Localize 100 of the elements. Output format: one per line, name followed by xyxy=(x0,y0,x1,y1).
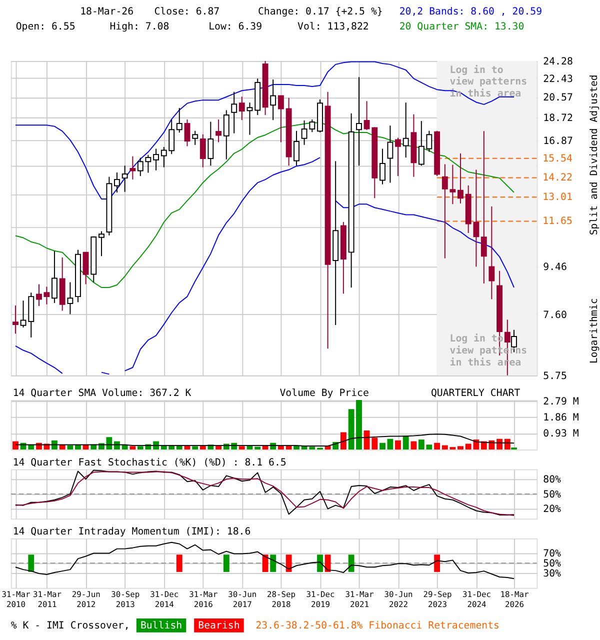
text: QUARTERLY CHART xyxy=(430,388,520,400)
x-tick-label: 31-Dec 2024 xyxy=(462,590,492,610)
candlestick xyxy=(246,102,253,136)
text: 23.6-38.2-50-61.8% Fibonacci Retracements xyxy=(256,620,500,632)
text: Vol: 113,822 xyxy=(298,21,369,32)
x-tick-label: 31-Mar 2021 xyxy=(345,590,374,610)
line-series xyxy=(14,434,514,446)
bar xyxy=(309,446,316,450)
x-tick-label: 28-Sep 2018 xyxy=(267,590,296,610)
candlestick xyxy=(294,130,300,166)
candlestick xyxy=(387,125,394,184)
candlestick xyxy=(208,121,214,166)
y-tick-label: 0.93 M xyxy=(543,428,579,440)
y-tick-label: 50% xyxy=(543,489,562,500)
text: Split and Dividend Adjusted xyxy=(589,74,600,236)
candlestick xyxy=(356,76,362,166)
text: Change: 0.17 {+2.5 %} xyxy=(258,6,383,18)
line-series xyxy=(14,122,514,288)
bar xyxy=(372,438,378,450)
candlestick xyxy=(192,130,198,146)
text: Bearish xyxy=(198,620,240,632)
bar xyxy=(402,436,409,450)
bar xyxy=(254,446,261,450)
y-tick-label: 70% xyxy=(543,548,562,560)
y-tick-label: 24.28 xyxy=(543,56,573,68)
candlestick xyxy=(364,100,370,130)
y-tick-label: 5.75 xyxy=(543,370,567,382)
candlestick xyxy=(238,96,245,121)
text: Close: 6.87 xyxy=(154,6,220,18)
candlestick xyxy=(309,119,316,133)
chart-title: 14 Quarter Intraday Momentum (IMI): 18.6 xyxy=(12,526,251,538)
x-tick-label: 31-Mar 2010 xyxy=(2,590,30,610)
y-tick-label: 1.86 M xyxy=(543,412,579,424)
bar xyxy=(504,438,510,450)
y-tick-label: 20% xyxy=(543,504,562,516)
ref-line-label: 11.65 xyxy=(542,216,572,228)
bar xyxy=(458,446,464,450)
y-tick-label: 16.87 xyxy=(543,136,573,147)
bar xyxy=(238,446,245,450)
bar xyxy=(12,441,18,450)
y-tick-label: 22.43 xyxy=(543,74,573,85)
candlestick xyxy=(216,119,222,143)
ref-line-label: 15.54 xyxy=(542,153,572,164)
x-tick-label: 18-Mar 2026 xyxy=(500,590,529,610)
x-tick-label: 31-Mar 2016 xyxy=(189,590,218,610)
candlestick xyxy=(278,95,284,143)
candlestick xyxy=(20,300,26,328)
chart-title: 14 Quarter SMA Volume: 367.2 K xyxy=(12,388,192,400)
bar xyxy=(434,442,440,450)
ref-line-label: 13.01 xyxy=(542,192,572,204)
bar xyxy=(184,446,190,450)
x-tick-label: 31-Dec 2014 xyxy=(150,590,179,610)
text: 20 Quarter SMA: 13.30 xyxy=(399,21,524,32)
text: 18-Mar-26 xyxy=(80,6,134,18)
x-tick-label: 31-Mar 2011 xyxy=(32,590,62,610)
text: Logarithmic xyxy=(589,298,600,364)
bar xyxy=(67,445,74,450)
candlestick xyxy=(395,137,401,177)
bar xyxy=(324,446,331,450)
y-tick-label: 50% xyxy=(543,558,562,570)
x-tick-label: 29-Sep 2023 xyxy=(423,590,452,610)
bar xyxy=(130,446,136,450)
candlestick xyxy=(82,251,89,285)
y-tick-label: 20.57 xyxy=(543,92,573,104)
candlestick xyxy=(223,110,230,160)
candlestick xyxy=(130,156,136,180)
candlestick xyxy=(176,107,182,134)
text: Volume By Price xyxy=(280,388,369,400)
y-tick-label: 9.46 xyxy=(543,262,567,274)
candlestick xyxy=(301,120,308,146)
candlestick xyxy=(184,119,190,147)
candlestick xyxy=(153,148,160,171)
y-tick-label: 80% xyxy=(543,474,562,486)
y-tick-label: 2.79 M xyxy=(543,396,579,408)
x-tick-label: 31-Dec 2019 xyxy=(306,590,336,610)
x-tick-label: 29-Jun 2012 xyxy=(72,590,101,610)
x-tick-label: 30-Sep 2013 xyxy=(111,590,140,610)
candlestick xyxy=(488,206,495,300)
y-tick-label: 18.72 xyxy=(543,113,573,124)
line-series xyxy=(14,542,514,580)
text: High: 7.08 xyxy=(110,21,170,32)
candlestick xyxy=(67,282,74,315)
candlestick xyxy=(270,78,276,121)
y-tick-label: 30% xyxy=(543,568,562,580)
candlestick xyxy=(231,91,238,134)
chart-title: 14 Quarter Fast Stochastic (%K) (%D) : 8.1 6.5 xyxy=(12,457,286,468)
candlestick xyxy=(458,152,464,204)
bar xyxy=(496,438,503,450)
bar xyxy=(192,446,198,450)
candlestick xyxy=(98,230,104,257)
x-tick-label: 30-Jun 2022 xyxy=(384,590,413,610)
candlestick xyxy=(402,102,409,158)
candlestick xyxy=(52,250,58,304)
bar xyxy=(395,440,401,450)
ref-line-label: 14.22 xyxy=(542,172,572,184)
text: Open: 6.55 xyxy=(16,21,76,32)
candlestick xyxy=(200,134,206,168)
text: Low: 6.39 xyxy=(208,21,262,32)
bar xyxy=(340,432,346,450)
text: 20,2 Bands: 8.60 , 20.59 xyxy=(399,6,542,18)
